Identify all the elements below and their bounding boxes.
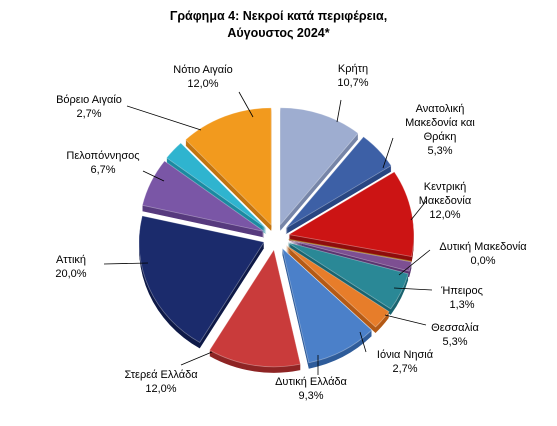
pie-slice-νότιο-αιγαίο — [185, 107, 272, 226]
data-label-value: 5,3% — [427, 145, 452, 157]
pie-slice-ανατολική-μακεδονία-και-θράκη — [285, 136, 392, 229]
data-label-ήπειρος: Ήπειρος 1,3% — [440, 285, 483, 311]
leader-line-δυτική-μακεδονία — [398, 249, 431, 276]
leader-line-κεντρική-μακεδονία — [410, 199, 428, 221]
data-label-value: 10,7% — [337, 77, 368, 89]
data-label-value: 2,7% — [392, 363, 417, 375]
data-label-value: 12,0% — [429, 209, 460, 221]
leader-line-νότιο-αιγαίο — [238, 91, 254, 118]
data-label-name: Δυτική Μακεδονία — [439, 241, 527, 253]
data-label-value: 5,3% — [442, 336, 467, 348]
pie-slice-δυτική-ελλάδα — [281, 247, 373, 364]
chart-title: Γράφημα 4: Νεκροί κατά περιφέρεια, Αύγου… — [0, 8, 557, 42]
leader-line-θεσσαλία — [384, 314, 427, 326]
pie-slice-πελοπόννησος — [141, 160, 265, 232]
leader-line-πελοπόννησος — [142, 170, 165, 182]
pie-slice-depth-ήπειρος — [288, 241, 412, 274]
leader-line-ανατολική-μακεδονία-και-θράκη — [382, 137, 394, 169]
pie-slice-δυτική-μακεδονία — [288, 238, 412, 262]
pie-slice-ήπειρος — [288, 239, 412, 272]
pie-slice-ιόνια-νησιά — [285, 244, 390, 328]
data-label-value: 0,0% — [470, 255, 495, 267]
leader-line-ήπειρος — [393, 287, 433, 291]
chart-title-line-1: Γράφημα 4: Νεκροί κατά περιφέρεια, — [169, 9, 388, 23]
data-label-ιόνια-νησιά: Ιόνια Νησιά 2,7% — [377, 349, 434, 375]
data-label-name: Θεσσαλία — [431, 322, 479, 334]
data-label-name: Βόρειο Αιγαίο — [56, 94, 122, 106]
data-label-name: Στερεά Ελλάδα — [124, 369, 198, 381]
pie-slice-κρήτη — [279, 107, 359, 226]
leader-line-αττική — [103, 262, 149, 265]
data-label-ανατολική-μακεδονία-και-θράκη: Ανατολική Μακεδονία και Θράκη 5,3% — [405, 103, 475, 157]
chart-title-line-2: Αύγουστος 2024* — [227, 26, 330, 40]
leader-line-ιόνια-νησιά — [359, 331, 367, 353]
leader-line-στερεά-ελλάδα — [180, 351, 213, 366]
pie-slice-depth-ήπειρος — [288, 240, 412, 273]
data-label-value: 12,0% — [145, 383, 176, 395]
pie-slice-στερεά-ελλάδα — [209, 248, 301, 368]
pie-slice-θεσσαλία — [287, 242, 409, 310]
data-label-value: 1,3% — [449, 299, 474, 311]
data-label-name: Αττική — [56, 254, 86, 266]
data-label-value: 6,7% — [90, 164, 115, 176]
leader-line-κρήτη — [336, 99, 342, 123]
data-label-δυτική-μακεδονία: Δυτική Μακεδονία 0,0% — [439, 241, 527, 267]
pie-slice-αττική — [138, 215, 265, 343]
data-label-name: Μακεδονία — [419, 195, 472, 207]
data-label-name: Ιόνια Νησιά — [377, 349, 434, 361]
pie-slice-κεντρική-μακεδονία — [287, 171, 415, 257]
data-label-name: Δυτική Ελλάδα — [275, 376, 347, 388]
data-label-νότιο-αιγαίο: Νότιο Αιγαίο 12,0% — [173, 64, 232, 90]
data-label-κρήτη: Κρήτη 10,7% — [337, 63, 368, 89]
data-label-value: 20,0% — [55, 268, 86, 280]
data-label-name: Κεντρική — [424, 181, 466, 193]
data-label-name: Κρήτη — [338, 63, 368, 75]
leader-line-βόρειο-αιγαίο — [126, 105, 202, 131]
data-label-θεσσαλία: Θεσσαλία 5,3% — [431, 322, 479, 348]
data-label-name: Νότιο Αιγαίο — [173, 64, 232, 76]
data-label-name: Θράκη — [424, 131, 457, 143]
data-label-αττική: Αττική 20,0% — [55, 254, 86, 280]
pie-slice-βόρειο-αιγαίο — [166, 142, 267, 229]
data-label-βόρειο-αιγαίο: Βόρειο Αιγαίο 2,7% — [56, 94, 122, 120]
data-label-δυτική-ελλάδα: Δυτική Ελλάδα 9,3% — [275, 376, 347, 402]
data-label-name: Ανατολική — [416, 103, 465, 115]
data-label-name: Μακεδονία και — [405, 117, 475, 129]
data-label-πελοπόννησος: Πελοπόννησος 6,7% — [66, 150, 139, 176]
data-label-value: 2,7% — [76, 108, 101, 120]
data-label-name: Πελοπόννησος — [66, 150, 139, 162]
data-label-value: 12,0% — [187, 78, 218, 90]
data-label-name: Ήπειρος — [440, 285, 483, 297]
data-label-κεντρική-μακεδονία: Κεντρική Μακεδονία 12,0% — [419, 181, 472, 221]
data-label-στερεά-ελλάδα: Στερεά Ελλάδα 12,0% — [124, 369, 198, 395]
data-label-value: 9,3% — [298, 390, 323, 402]
